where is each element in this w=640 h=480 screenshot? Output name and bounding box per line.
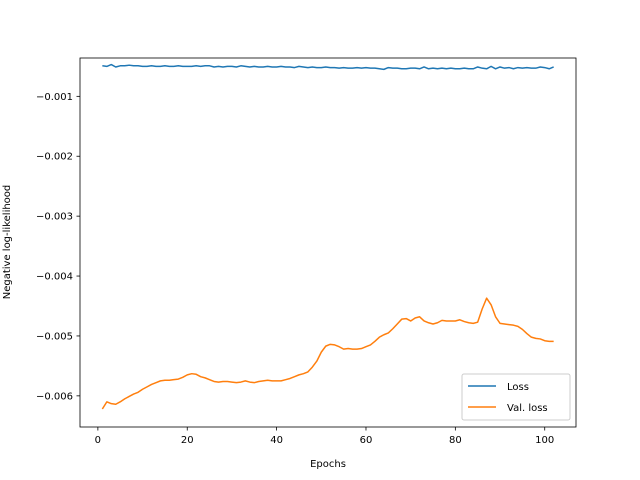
axes-frame (79, 57, 577, 428)
x-tick-label: 0 (95, 435, 101, 446)
y-ticks: −0.001 −0.002 −0.003 −0.004 −0.005 −0.006 (36, 92, 80, 402)
x-tick-label: 40 (270, 435, 283, 446)
y-tick-label: −0.001 (36, 92, 73, 103)
legend: Loss Val. loss (461, 373, 571, 421)
x-tick-label: 100 (535, 435, 554, 446)
series-layer (101, 63, 554, 410)
plot-area (80, 58, 576, 427)
x-ticks: 0 20 40 60 80 100 (95, 427, 554, 446)
y-tick-label: −0.005 (36, 331, 73, 342)
series-line-loss (102, 63, 554, 71)
y-tick-label: −0.006 (36, 391, 73, 402)
legend-label-loss: Loss (507, 382, 529, 393)
axes-layer (79, 57, 577, 428)
legend-label-val-loss: Val. loss (507, 403, 548, 414)
x-tick-label: 20 (181, 435, 194, 446)
series-line-val-loss (101, 297, 554, 410)
y-tick-label: −0.002 (36, 152, 73, 163)
x-tick-label: 80 (449, 435, 462, 446)
x-tick-label: 60 (360, 435, 373, 446)
y-axis-label: Negative log-likelihood (2, 185, 13, 300)
x-axis-label: Epochs (310, 459, 346, 470)
y-tick-label: −0.004 (36, 272, 73, 283)
y-tick-label: −0.003 (36, 212, 73, 223)
